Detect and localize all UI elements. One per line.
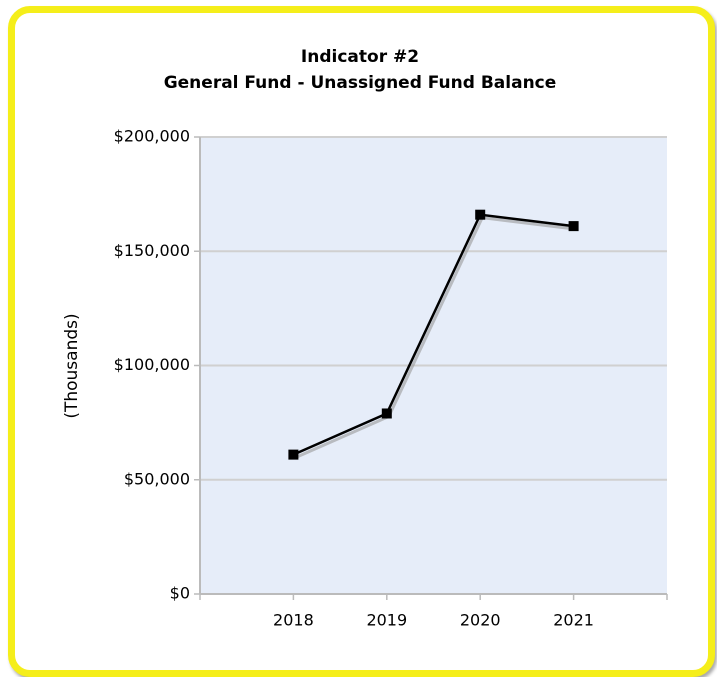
x-tick-label: 2020 [460, 611, 501, 630]
x-tick-label: 2018 [273, 611, 314, 630]
chart-title: Indicator #2 [301, 47, 419, 67]
y-tick-label: $100,000 [114, 355, 190, 374]
y-tick-label: $0 [170, 584, 190, 603]
point-marker [568, 221, 579, 232]
y-tick-label: $150,000 [114, 241, 190, 260]
x-tick-label: 2021 [553, 611, 594, 630]
y-tick-label: $200,000 [114, 127, 190, 146]
point-marker [475, 209, 486, 220]
line-shadow [294, 216, 576, 459]
point-marker [288, 449, 299, 460]
series-line [292, 213, 574, 456]
x-tick-label: 2019 [366, 611, 407, 630]
y-axis-label: (Thousands) [62, 313, 82, 418]
point-marker [381, 408, 392, 419]
y-tick-label: $50,000 [124, 469, 190, 488]
chart-subtitle: General Fund - Unassigned Fund Balance [164, 73, 557, 93]
